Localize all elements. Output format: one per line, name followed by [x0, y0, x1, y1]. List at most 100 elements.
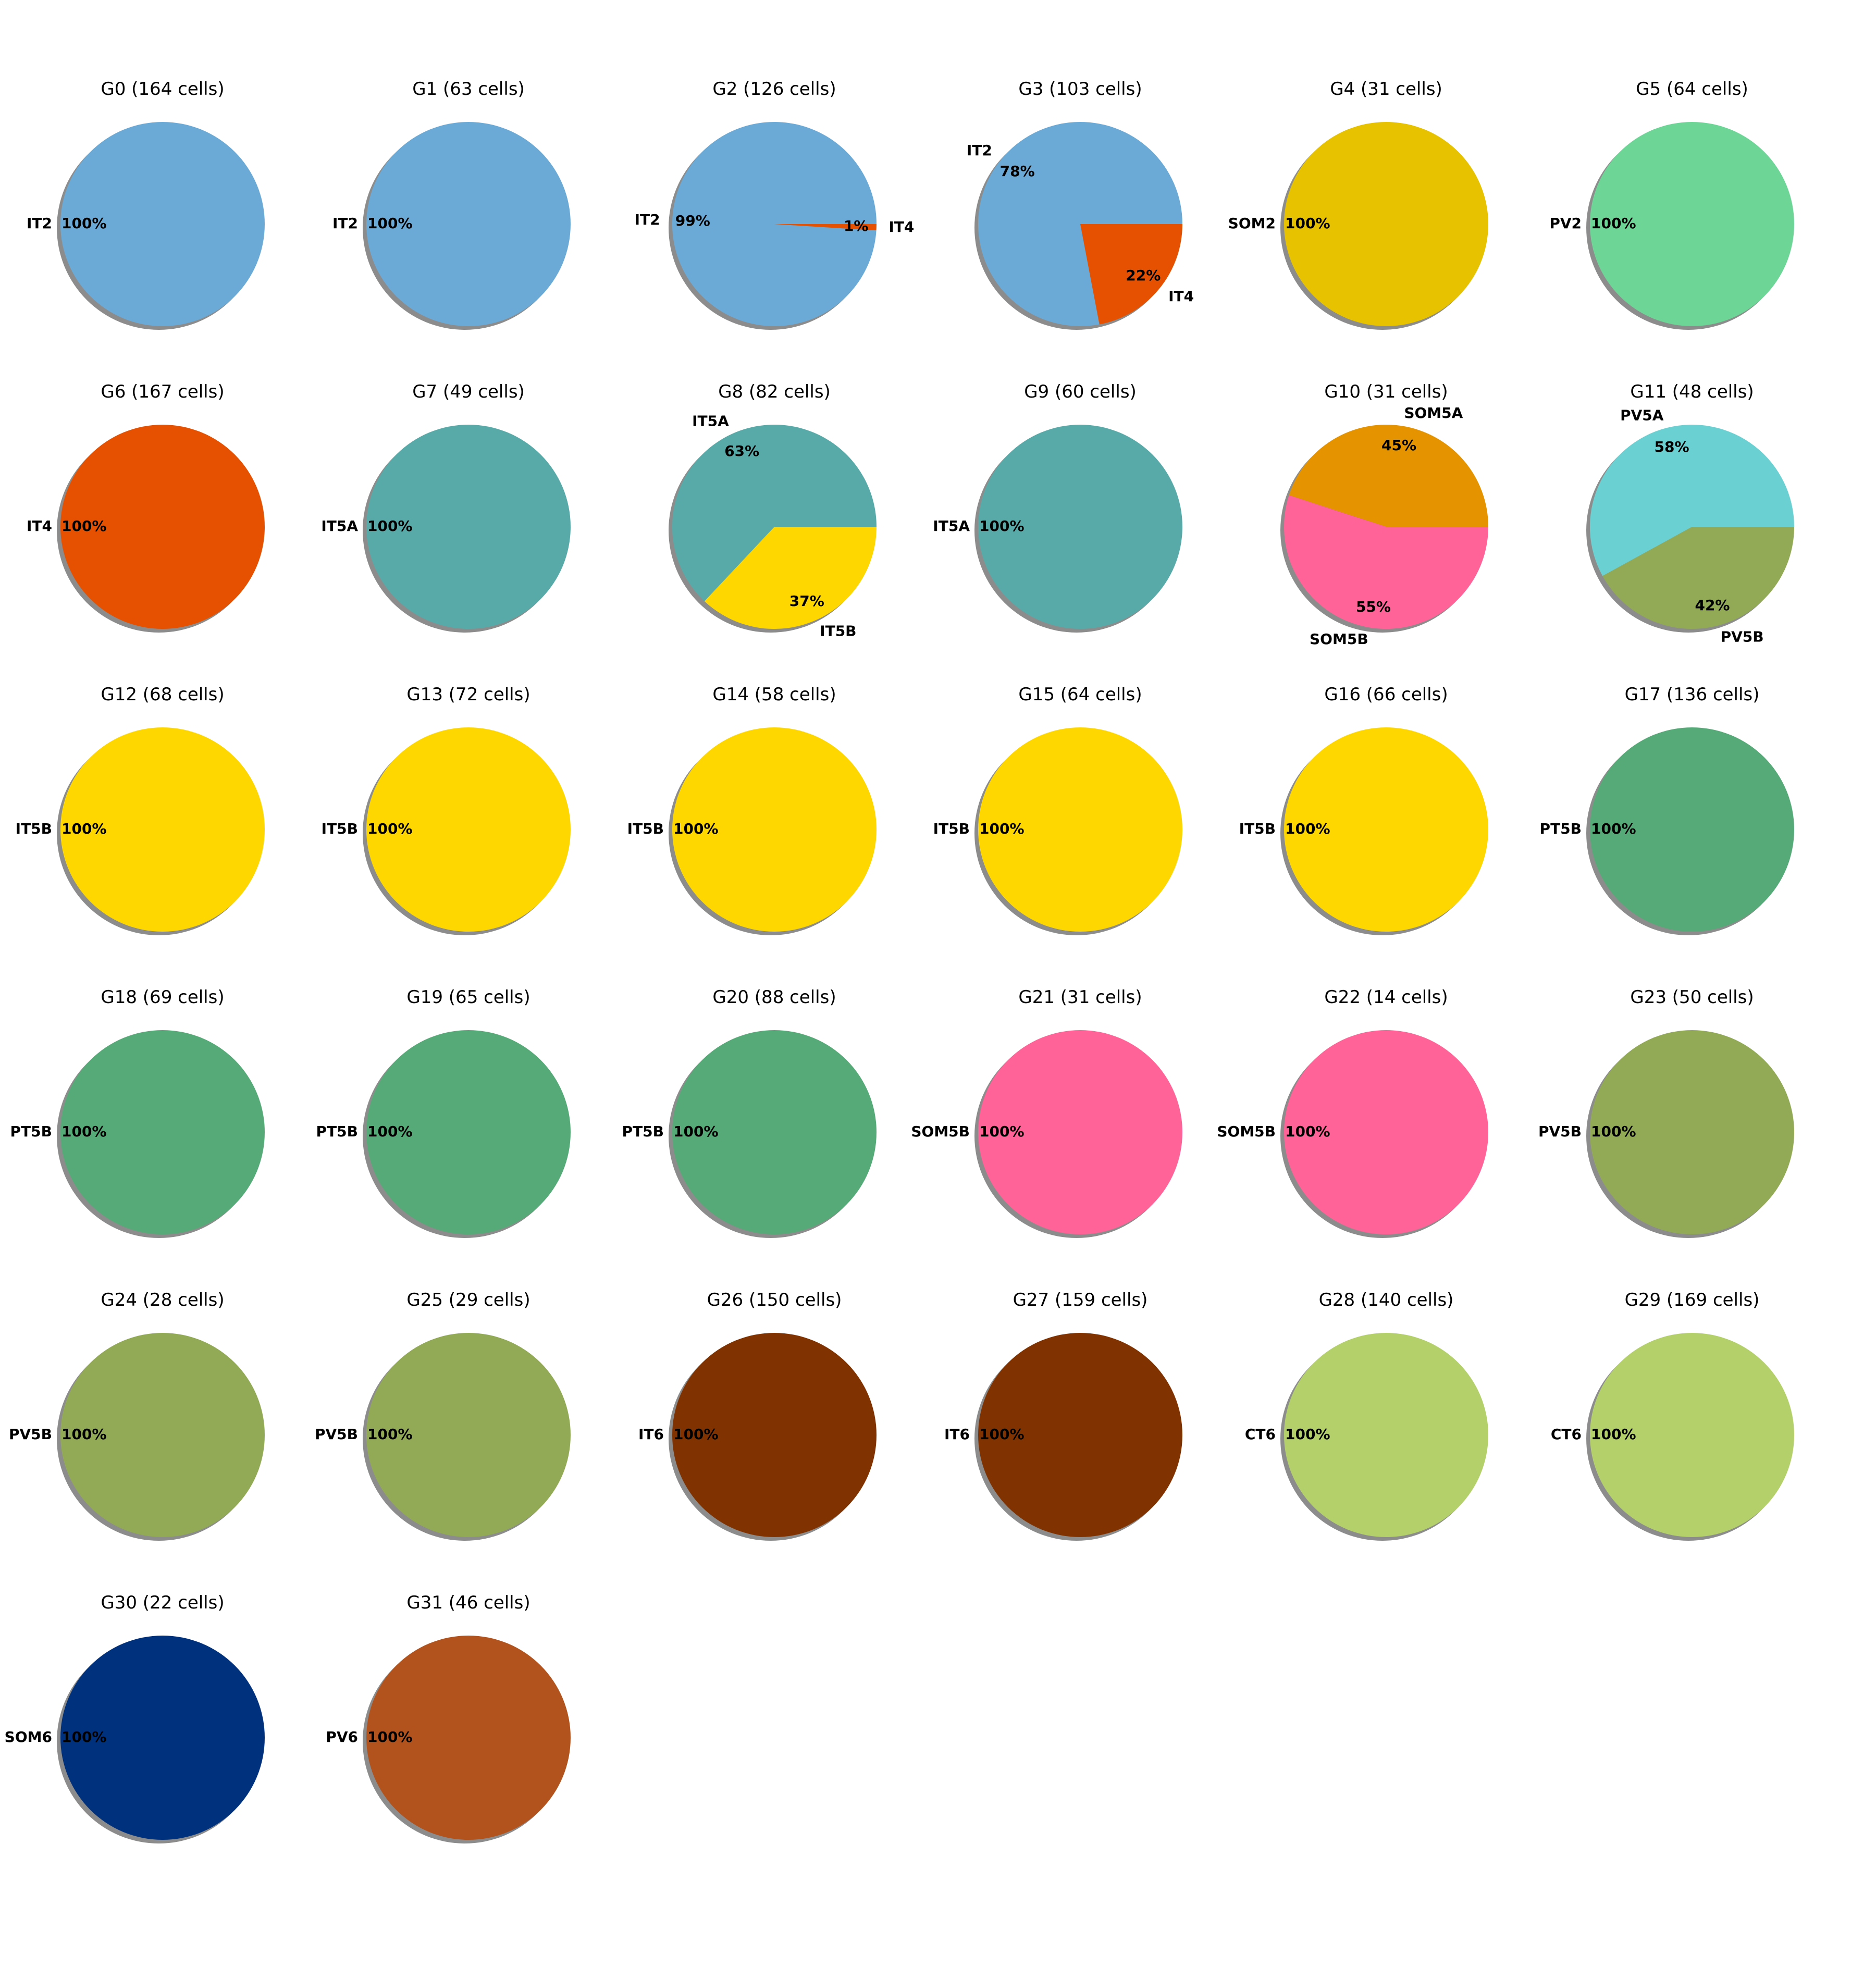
pie-slice: [1284, 122, 1488, 326]
slice-label: PV2: [1549, 215, 1582, 232]
pie-title: G26 (150 cells): [707, 1290, 842, 1310]
pie-title: G27 (159 cells): [1013, 1290, 1148, 1310]
pct-label: 100%: [61, 1426, 107, 1443]
pie-title: G22 (14 cells): [1324, 987, 1448, 1008]
pie-title: G5 (64 cells): [1636, 79, 1748, 100]
slice-label: IT5B: [1239, 820, 1276, 837]
slice-label: SOM5B: [1310, 630, 1368, 648]
pie-slice: [672, 1333, 877, 1537]
slice-label: IT4: [888, 218, 914, 236]
pie-slice: [1590, 424, 1794, 576]
pie-chart-g10: G10 (31 cells) SOM5A 45% SOM5B 55%: [1280, 381, 1488, 648]
pie-slice: [60, 727, 265, 932]
pie-title: G2 (126 cells): [712, 79, 836, 100]
pie-title: G6 (167 cells): [101, 381, 224, 402]
slice-label: PV5B: [9, 1426, 52, 1443]
pie-title: G17 (136 cells): [1625, 684, 1760, 705]
pct-label: 1%: [844, 217, 869, 234]
slice-label: IT4: [1168, 288, 1194, 305]
pie-title: G8 (82 cells): [718, 381, 831, 402]
pie-chart-g5: G5 (64 cells) PV2 100%: [1549, 79, 1794, 330]
pie-slice: [672, 1030, 877, 1234]
pct-label: 100%: [673, 820, 719, 837]
pie-title: G20 (88 cells): [712, 987, 836, 1008]
pie-chart-g18: G18 (69 cells) PT5B 100%: [10, 987, 265, 1238]
pie-slice: [1590, 122, 1794, 326]
pie-chart-g28: G28 (140 cells) CT6 100%: [1245, 1290, 1488, 1541]
pie-chart-g30: G30 (22 cells) SOM6 100%: [5, 1592, 265, 1843]
pie-title: G30 (22 cells): [101, 1592, 224, 1613]
pie-chart-g15: G15 (64 cells) IT5B 100%: [933, 684, 1182, 935]
pie-slice: [366, 122, 571, 326]
pct-label: 22%: [1126, 267, 1161, 284]
pie-chart-g2: G2 (126 cells) IT2 99% IT4 1%: [635, 79, 914, 330]
pct-label: 100%: [673, 1123, 719, 1140]
slice-label: SOM6: [5, 1728, 52, 1746]
slice-label: CT6: [1245, 1426, 1276, 1443]
pie-title: G15 (64 cells): [1018, 684, 1142, 705]
pie-slice: [1080, 224, 1182, 325]
pie-chart-g17: G17 (136 cells) PT5B 100%: [1540, 684, 1794, 935]
pct-label: 100%: [367, 820, 413, 837]
pct-label: 100%: [1591, 215, 1636, 232]
pie-title: G10 (31 cells): [1324, 381, 1448, 402]
slice-label: SOM2: [1228, 215, 1276, 232]
pie-slice: [366, 1636, 571, 1840]
slice-label: PV5B: [1538, 1123, 1582, 1140]
pie-slice: [1284, 1030, 1488, 1234]
pct-label: 100%: [367, 1728, 413, 1746]
slice-label: IT2: [967, 142, 992, 159]
slice-label: IT2: [332, 215, 358, 232]
pie-title: G28 (140 cells): [1319, 1290, 1454, 1310]
pct-label: 100%: [367, 1426, 413, 1443]
pct-label: 63%: [724, 442, 759, 460]
slice-label: IT5A: [321, 517, 358, 535]
pie-chart-g12: G12 (68 cells) IT5B 100%: [16, 684, 265, 935]
pct-label: 100%: [367, 517, 413, 535]
pie-chart-g1: G1 (63 cells) IT2 100%: [332, 79, 571, 330]
pct-label: 100%: [979, 1426, 1025, 1443]
pie-slice: [366, 727, 571, 932]
pct-label: 100%: [1285, 1123, 1330, 1140]
pie-chart-g9: G9 (60 cells) IT5A 100%: [933, 381, 1182, 633]
slice-label: PV6: [326, 1728, 358, 1746]
pie-chart-g16: G16 (66 cells) IT5B 100%: [1239, 684, 1488, 935]
pie-chart-g25: G25 (29 cells) PV5B 100%: [315, 1290, 571, 1541]
pie-title: G0 (164 cells): [101, 79, 224, 100]
pie-title: G11 (48 cells): [1630, 381, 1754, 402]
pie-chart-g0: G0 (164 cells) IT2 100%: [27, 79, 265, 330]
pct-label: 58%: [1654, 438, 1689, 455]
pie-chart-g11: G11 (48 cells) PV5A 58% PV5B 42%: [1586, 381, 1794, 646]
pct-label: 42%: [1695, 597, 1730, 614]
pie-chart-g26: G26 (150 cells) IT6 100%: [638, 1290, 877, 1541]
slice-label: PT5B: [622, 1123, 664, 1140]
pct-label: 100%: [61, 1728, 107, 1746]
pie-title: G25 (29 cells): [406, 1290, 530, 1310]
pie-title: G23 (50 cells): [1630, 987, 1754, 1008]
slice-label: IT5A: [933, 517, 970, 535]
pie-chart-g29: G29 (169 cells) CT6 100%: [1551, 1290, 1794, 1541]
pct-label: 78%: [1000, 163, 1035, 180]
pie-slice: [978, 1333, 1182, 1537]
pie-title: G4 (31 cells): [1330, 79, 1442, 100]
slice-label: PT5B: [10, 1123, 52, 1140]
pie-slice: [366, 1030, 571, 1234]
slice-label: IT6: [944, 1426, 970, 1443]
slice-label: PV5B: [1721, 628, 1764, 646]
pie-chart-g21: G21 (31 cells) SOM5B 100%: [911, 987, 1182, 1238]
slice-label: SOM5B: [911, 1123, 970, 1140]
pie-slice: [978, 122, 1182, 327]
pie-slice: [672, 122, 877, 327]
slice-label: IT2: [27, 215, 52, 232]
pct-label: 100%: [61, 820, 107, 837]
pie-title: G1 (63 cells): [412, 79, 525, 100]
slice-label: CT6: [1551, 1426, 1582, 1443]
pie-slice: [60, 425, 265, 629]
pie-chart-g23: G23 (50 cells) PV5B 100%: [1538, 987, 1794, 1238]
slice-label: SOM5A: [1404, 404, 1463, 422]
pie-title: G29 (169 cells): [1625, 1290, 1760, 1310]
pie-title: G16 (66 cells): [1324, 684, 1448, 705]
slice-label: IT5B: [322, 820, 358, 837]
pct-label: 55%: [1356, 598, 1391, 615]
